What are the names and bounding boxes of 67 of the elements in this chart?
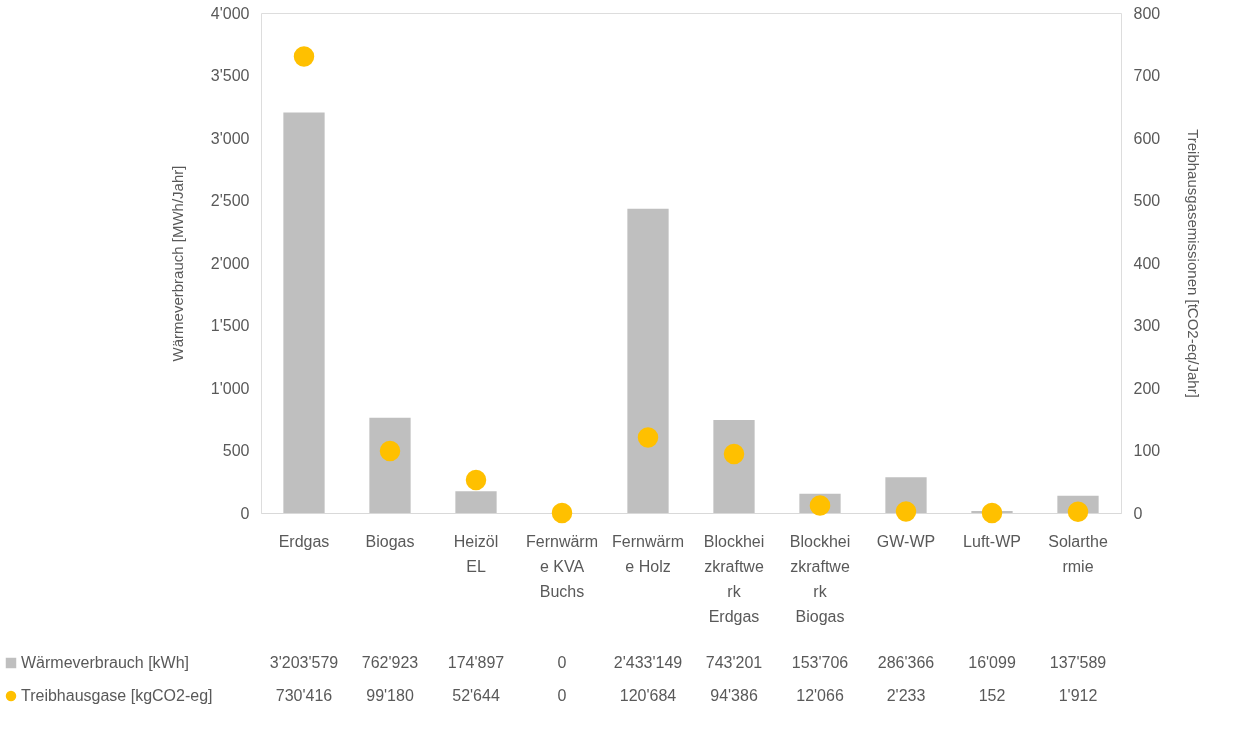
y2-tick-label: 400 [1133,254,1161,272]
x-tick-label: Erdgas [278,532,330,550]
x-tick-label: GW-WP [876,532,936,550]
y-tick-label: 1'000 [210,379,250,397]
text: 286'366 [877,654,935,671]
text: 0 [557,687,567,704]
text: 99'180 [366,687,414,704]
text: 762'923 [361,654,419,671]
bar [369,417,411,513]
y2-tick-label: 700 [1133,67,1161,84]
point [379,440,401,462]
bar [627,208,669,513]
y2-tick-label: 800 [1133,4,1161,22]
text: 52'644 [452,687,500,704]
x-tick-label: Biogas [365,532,415,550]
y2-tick-label: 200 [1133,379,1161,397]
bar [455,491,497,513]
text: 730'416 [275,687,333,704]
point [551,502,573,524]
text: 743'201 [705,654,763,671]
x-tick-label: Heizöl EL [453,532,499,575]
text: 120'684 [619,687,677,704]
y-axis-title: Wärmeverbrauch [MWh/Jahr] [168,165,186,362]
bar [713,420,755,513]
point [465,469,487,491]
text: 3'203'579 [269,654,339,671]
text: 152 [978,687,1006,704]
text: 16'099 [968,654,1016,671]
text: 12'066 [796,687,844,704]
y2-tick-label: 100 [1133,442,1161,459]
x-tick-label: Fernwärme Holz [611,532,685,575]
y-tick-label: 4'000 [210,4,250,22]
y-tick-label: 3'500 [210,67,250,84]
x-tick-label: Blockheizkraftwerk Erdgas [703,532,765,625]
point [637,427,659,448]
text: 153'706 [791,654,849,671]
y-tick-label: 500 [222,442,250,459]
text: 94'386 [710,687,758,704]
point [981,502,1003,524]
y-tick-label: 2'000 [210,254,250,272]
text: 2'233 [886,687,926,704]
legend-label: Wärmeverbrauch [kWh] [21,654,190,671]
text: 2'433'149 [613,654,683,671]
bar [283,112,325,513]
y-tick-label: 0 [240,504,250,522]
point [723,443,745,465]
y2-tick-label: 0 [1133,504,1143,522]
y-tick-label: 3'000 [210,129,250,147]
legend-label: Treibhausgase [kgCO2-eg] [21,687,213,704]
y-tick-label: 1'500 [210,317,250,334]
x-tick-label: Solarthermie [1048,532,1108,575]
point [293,46,315,67]
point [1067,501,1089,523]
text: 174'897 [447,654,505,671]
y2-tick-label: 500 [1133,192,1161,209]
text: 1'912 [1058,687,1098,704]
point [895,501,917,522]
point [809,495,831,516]
x-tick-label: Fernwärme KVA Buchs [525,532,599,600]
text: 0 [557,654,567,671]
y2-tick-label: 300 [1133,317,1161,334]
x-tick-label: Blockheizkraftwerk Biogas [789,532,851,625]
text: 137'589 [1049,654,1107,671]
x-tick-label: Luft-WP [963,532,1021,550]
y-tick-label: 2'500 [210,192,250,209]
y2-tick-label: 600 [1133,129,1161,147]
y2-axis-title: Treibhausgasemissionen [tCO2-eq/Jahr] [1185,129,1203,398]
